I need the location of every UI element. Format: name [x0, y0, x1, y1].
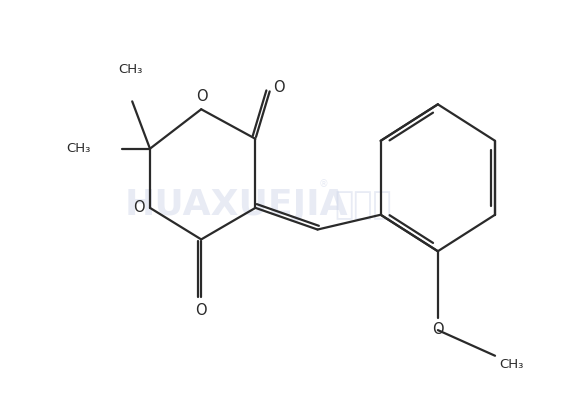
Text: CH₃: CH₃: [118, 63, 143, 76]
Text: HUAXUEJIA: HUAXUEJIA: [124, 188, 348, 222]
Text: O: O: [273, 80, 285, 95]
Text: O: O: [196, 89, 208, 104]
Text: ®: ®: [319, 179, 329, 189]
Text: O: O: [195, 303, 207, 318]
Text: O: O: [133, 200, 145, 215]
Text: 化学加: 化学加: [335, 190, 392, 221]
Text: CH₃: CH₃: [67, 142, 91, 155]
Text: O: O: [432, 322, 444, 337]
Text: CH₃: CH₃: [499, 358, 523, 371]
